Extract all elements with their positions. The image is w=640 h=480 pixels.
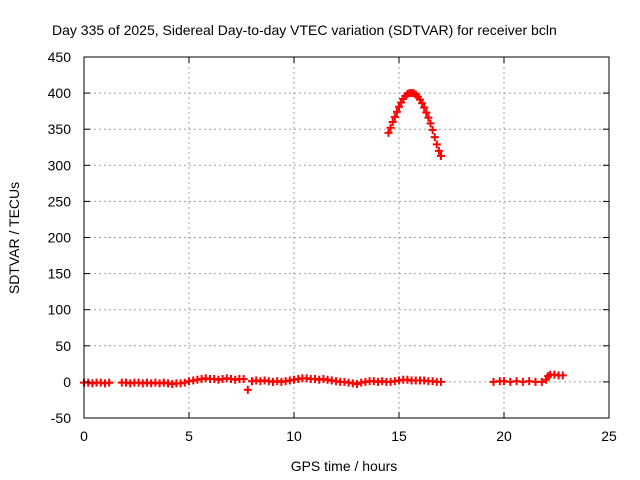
grid-lines	[84, 57, 609, 418]
y-tick-label: 250	[48, 193, 72, 209]
axis-ticks	[83, 56, 610, 419]
data-point	[426, 119, 435, 128]
x-tick-label: 10	[286, 428, 302, 444]
y-tick-label: 400	[48, 85, 72, 101]
y-axis-label: SDTVAR / TECUs	[6, 182, 22, 294]
data-point	[424, 113, 433, 122]
y-tick-label: 300	[48, 157, 72, 173]
data-point	[420, 103, 429, 112]
tick-labels: 0 5 10 15 20 25 -50 0 50 100 150 200 250 300 350 400 450	[48, 49, 617, 444]
data-point	[434, 146, 443, 155]
y-tick-label: 150	[48, 266, 72, 282]
x-tick-label: 25	[601, 428, 617, 444]
data-point	[437, 151, 445, 160]
data-point	[180, 378, 189, 387]
x-tick-label: 5	[185, 428, 193, 444]
data-point	[353, 380, 361, 389]
data-point	[384, 128, 393, 137]
data-point	[239, 375, 248, 384]
data-point	[392, 107, 401, 116]
y-tick-label: 0	[63, 374, 71, 390]
data-point	[537, 377, 546, 386]
data-point	[395, 102, 403, 111]
data-point	[386, 123, 395, 132]
y-tick-label: 50	[55, 338, 71, 354]
y-tick-label: 200	[48, 230, 72, 246]
chart-title: Day 335 of 2025, Sidereal Day-to-day VTE…	[52, 22, 557, 38]
y-tick-label: -50	[51, 410, 71, 426]
data-point	[428, 125, 437, 134]
data-point	[390, 112, 399, 121]
data-point	[243, 385, 252, 394]
data-points	[80, 89, 567, 394]
data-point	[558, 371, 567, 380]
y-tick-label: 450	[48, 49, 72, 65]
x-tick-label: 15	[391, 428, 407, 444]
data-point	[388, 117, 397, 126]
y-tick-label: 350	[48, 121, 72, 137]
data-point	[422, 108, 431, 117]
x-tick-label: 20	[496, 428, 512, 444]
data-point	[430, 133, 439, 142]
x-axis-label: GPS time / hours	[291, 458, 398, 474]
y-tick-label: 100	[48, 302, 72, 318]
data-point	[432, 140, 441, 149]
data-point	[437, 377, 445, 386]
data-point	[105, 378, 114, 387]
data-point	[418, 99, 427, 108]
x-tick-label: 0	[80, 428, 88, 444]
